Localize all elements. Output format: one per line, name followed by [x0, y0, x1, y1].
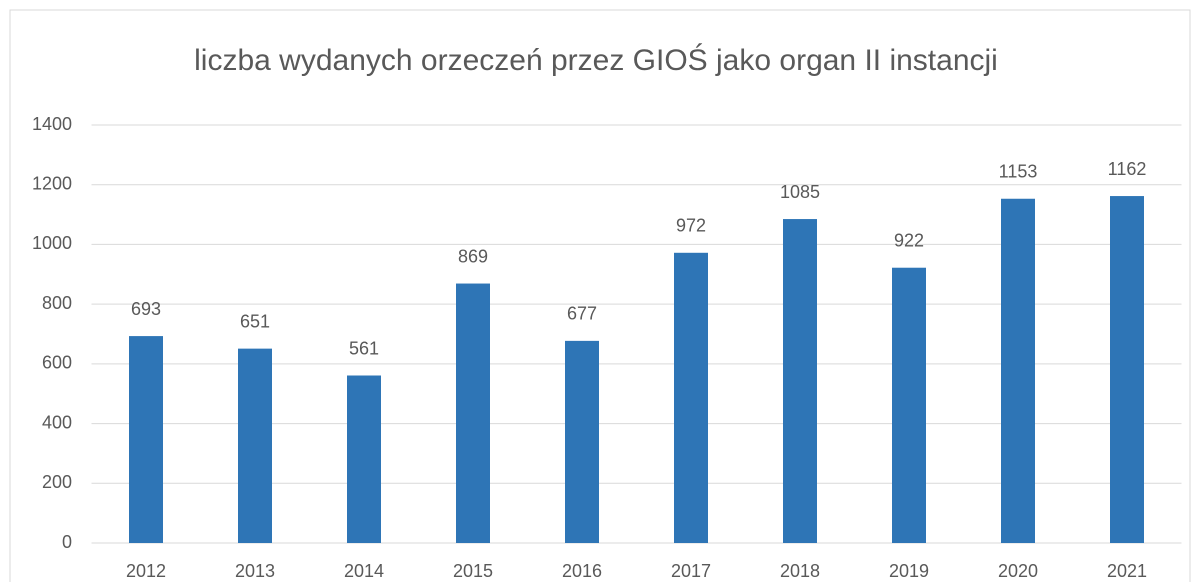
y-tick-label: 1000 [32, 233, 72, 253]
y-tick-label: 200 [42, 472, 72, 492]
bar [347, 375, 381, 543]
y-tick-label: 1200 [32, 173, 72, 193]
data-label: 677 [567, 304, 597, 324]
bar [456, 283, 490, 543]
x-tick-label: 2012 [126, 561, 166, 581]
data-label: 972 [676, 216, 706, 236]
chart-border [9, 9, 1191, 582]
bar [565, 340, 599, 543]
bar [1001, 198, 1035, 544]
data-label: 1085 [780, 182, 820, 202]
data-label: 561 [349, 338, 379, 358]
bar [238, 348, 272, 543]
data-label: 922 [894, 230, 924, 250]
bar [129, 336, 163, 543]
x-tick-label: 2018 [780, 561, 820, 581]
bar [783, 219, 817, 544]
y-tick-label: 1400 [32, 114, 72, 134]
x-tick-label: 2019 [889, 561, 929, 581]
data-label: 869 [458, 246, 488, 266]
data-label: 651 [240, 311, 270, 331]
x-tick-label: 2013 [235, 561, 275, 581]
bar [674, 252, 708, 543]
x-tick-label: 2014 [344, 561, 384, 581]
x-tick-label: 2020 [998, 561, 1038, 581]
x-tick-label: 2015 [453, 561, 493, 581]
y-tick-label: 800 [42, 293, 72, 313]
y-tick-label: 0 [62, 532, 72, 552]
data-label: 693 [131, 299, 161, 319]
x-tick-label: 2016 [562, 561, 602, 581]
bar [1110, 196, 1144, 543]
y-tick-label: 600 [42, 353, 72, 373]
chart-title: liczba wydanych orzeczeń przez GIOŚ jako… [194, 43, 998, 77]
x-tick-label: 2021 [1107, 561, 1147, 581]
bar [892, 267, 926, 543]
data-label: 1162 [1108, 159, 1147, 179]
data-label: 1153 [999, 161, 1038, 181]
y-tick-label: 400 [42, 412, 72, 432]
x-tick-label: 2017 [671, 561, 711, 581]
